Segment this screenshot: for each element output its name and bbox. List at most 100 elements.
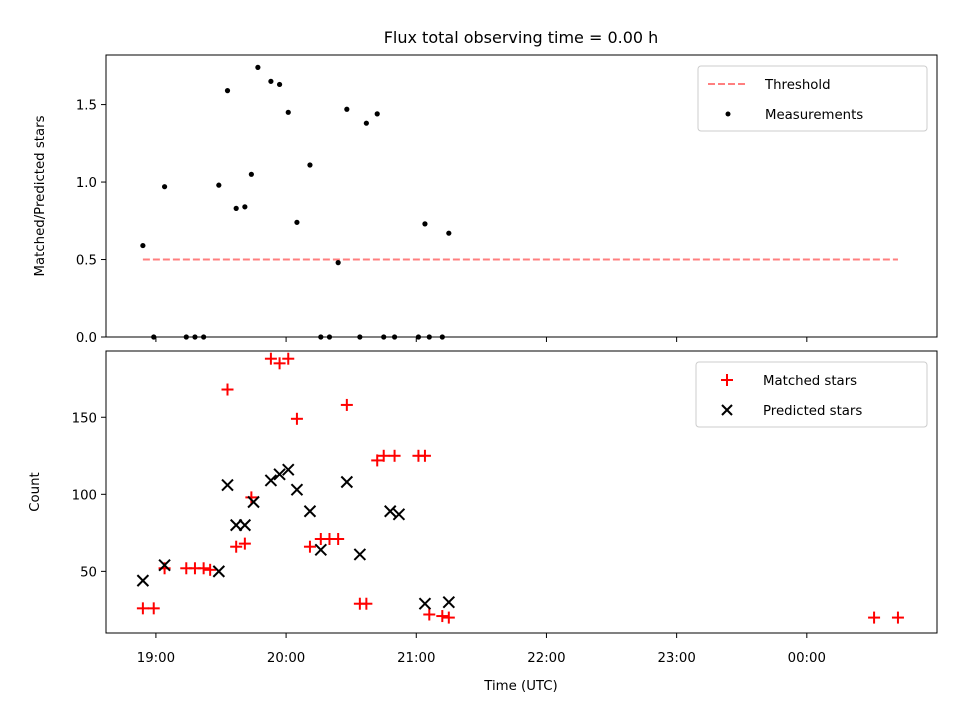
x-tick-label: 23:00 bbox=[657, 651, 695, 666]
ratio-y-axis-label: Matched/Predicted stars bbox=[33, 115, 48, 276]
matched-star-point bbox=[891, 611, 904, 624]
measurement-point bbox=[344, 106, 350, 112]
legend-threshold-label: Threshold bbox=[764, 78, 831, 93]
legend-matched-label: Matched stars bbox=[763, 374, 857, 389]
matched-star-point bbox=[340, 398, 353, 411]
x-tick-label: 22:00 bbox=[527, 651, 565, 666]
predicted-star-point bbox=[442, 595, 456, 609]
matched-star-point bbox=[204, 563, 217, 576]
count-x-ticks: 19:00 20:00 21:00 22:00 23:00 00:00 bbox=[137, 633, 826, 666]
ratio-panel-frame bbox=[105, 54, 938, 338]
matched-star-point bbox=[290, 412, 303, 425]
measurement-point bbox=[422, 221, 428, 227]
predicted-star-point bbox=[418, 597, 432, 610]
measurement-point bbox=[363, 120, 369, 126]
predicted-star-point bbox=[314, 543, 328, 556]
matched-star-point bbox=[371, 454, 384, 467]
measurement-point bbox=[255, 64, 261, 70]
predicted-star-point bbox=[264, 474, 278, 487]
x-tick-label: 19:00 bbox=[137, 651, 175, 666]
count-marks bbox=[136, 352, 904, 624]
x-axis-label: Time (UTC) bbox=[483, 679, 558, 694]
count-legend-box bbox=[695, 361, 928, 428]
predicted-star-point bbox=[392, 508, 406, 521]
measurement-point bbox=[374, 111, 380, 117]
matched-star-point bbox=[418, 449, 431, 462]
chart-title: Flux total observing time = 0.00 h bbox=[384, 28, 659, 47]
matched-star-point bbox=[245, 491, 258, 504]
measurement-point bbox=[140, 242, 146, 249]
measurement-point bbox=[307, 162, 313, 168]
predicted-star-point bbox=[247, 495, 260, 509]
predicted-star-point bbox=[136, 574, 150, 587]
matched-star-point bbox=[442, 611, 455, 624]
measurement-point bbox=[276, 81, 283, 88]
predicted-star-point bbox=[158, 558, 171, 572]
y-tick-label: 0.0 bbox=[76, 331, 97, 346]
legend-predicted-swatch bbox=[721, 404, 733, 416]
y-tick-label: 50 bbox=[80, 565, 97, 580]
count-panel-frame bbox=[105, 350, 938, 634]
predicted-star-point bbox=[212, 565, 226, 578]
measurement-point bbox=[233, 205, 239, 211]
matched-star-point bbox=[377, 449, 390, 462]
matched-star-point bbox=[388, 449, 401, 462]
measurement-point bbox=[248, 171, 254, 177]
y-tick-label: 1.0 bbox=[76, 176, 97, 191]
y-tick-label: 1.5 bbox=[76, 99, 97, 114]
predicted-star-point bbox=[353, 548, 367, 561]
measurement-point bbox=[335, 260, 341, 266]
count-y-ticks: 50 100 150 bbox=[72, 411, 106, 580]
predicted-star-point bbox=[384, 505, 397, 518]
predicted-star-point bbox=[303, 505, 317, 518]
legend-matched-swatch bbox=[721, 374, 733, 386]
predicted-star-point bbox=[238, 518, 252, 532]
matched-star-point bbox=[360, 597, 373, 610]
matched-star-point bbox=[436, 610, 449, 623]
measurement-point bbox=[242, 204, 248, 210]
matched-star-point bbox=[238, 537, 251, 550]
y-tick-label: 0.5 bbox=[76, 254, 97, 269]
predicted-star-point bbox=[221, 478, 234, 492]
measurement-point bbox=[216, 182, 222, 188]
ratio-y-ticks: 0.0 0.5 1.0 1.5 bbox=[76, 99, 106, 346]
matched-star-point bbox=[282, 352, 295, 365]
matched-star-point bbox=[423, 608, 436, 621]
measurement-point bbox=[161, 184, 168, 190]
count-legend: Matched stars Predicted stars bbox=[695, 361, 928, 428]
count-y-axis-label: Count bbox=[28, 472, 43, 512]
matched-star-point bbox=[147, 602, 160, 615]
matched-star-point bbox=[230, 540, 243, 553]
y-tick-label: 100 bbox=[72, 488, 97, 503]
ratio-legend-box bbox=[697, 65, 928, 132]
matched-star-point bbox=[868, 611, 881, 624]
predicted-star-point bbox=[273, 468, 286, 481]
matched-star-point bbox=[264, 352, 277, 365]
matched-star-point bbox=[273, 357, 286, 370]
x-tick-label: 21:00 bbox=[397, 651, 435, 666]
matched-star-point bbox=[332, 533, 345, 545]
measurement-point bbox=[446, 230, 452, 236]
predicted-star-point bbox=[290, 483, 304, 496]
legend-predicted-label: Predicted stars bbox=[763, 404, 862, 419]
ratio-x-ticks bbox=[155, 337, 808, 342]
x-tick-label: 20:00 bbox=[267, 651, 305, 666]
measurement-point bbox=[268, 78, 274, 84]
ratio-marks bbox=[140, 64, 898, 340]
measurement-point bbox=[224, 88, 231, 94]
legend-measurements-swatch bbox=[725, 111, 731, 117]
ratio-panel: 0.0 0.5 1.0 1.5 Matched/Predicted stars Thr… bbox=[33, 54, 938, 346]
measurement-point bbox=[285, 109, 291, 115]
matched-star-point bbox=[303, 540, 316, 553]
measurement-point bbox=[294, 219, 300, 225]
matched-star-point bbox=[197, 562, 210, 575]
predicted-star-point bbox=[282, 463, 295, 476]
ratio-legend: Threshold Measurements bbox=[697, 65, 928, 132]
predicted-star-point bbox=[340, 475, 354, 489]
legend-measurements-label: Measurements bbox=[765, 108, 863, 123]
matched-star-point bbox=[136, 602, 149, 615]
matched-star-point bbox=[221, 383, 234, 396]
x-tick-label: 00:00 bbox=[788, 651, 826, 666]
